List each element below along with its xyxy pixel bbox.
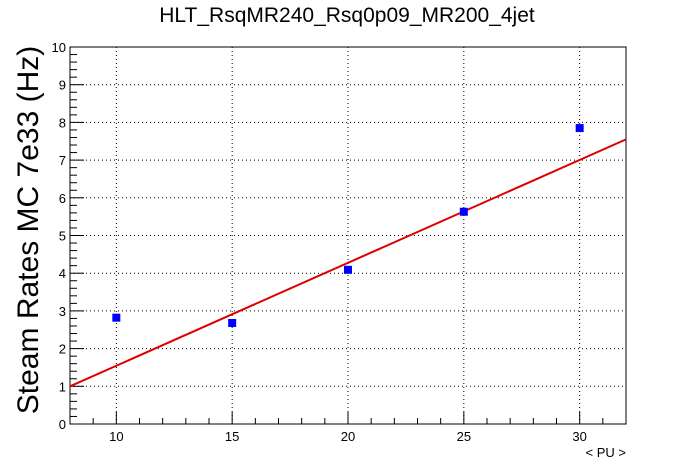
y-tick-label: 6 xyxy=(59,191,66,206)
x-tick-label: 25 xyxy=(457,429,471,444)
data-point xyxy=(575,124,584,133)
fit-line-layer xyxy=(69,138,627,388)
y-tick-label: 2 xyxy=(59,342,66,357)
y-tick-label: 1 xyxy=(59,379,66,394)
y-tick-label: 10 xyxy=(52,40,66,55)
data-point xyxy=(112,313,121,322)
x-tick-label: 15 xyxy=(225,429,239,444)
data-point xyxy=(228,318,237,327)
data-point xyxy=(344,265,352,274)
y-tick-label: 5 xyxy=(59,229,66,244)
x-tick-label: 20 xyxy=(341,429,355,444)
y-tick-label: 9 xyxy=(59,78,66,93)
grid-lines xyxy=(70,47,626,424)
y-tick-label: 0 xyxy=(59,417,66,432)
y-tick-label: 3 xyxy=(59,304,66,319)
y-tick-label: 8 xyxy=(59,115,66,130)
chart-title: HLT_RsqMR240_Rsq0p09_MR200_4jet xyxy=(159,4,535,27)
data-point xyxy=(459,207,468,216)
x-axis-label: < PU > xyxy=(586,445,626,460)
y-tick-label: 7 xyxy=(59,153,66,168)
data-points xyxy=(112,124,584,327)
axes: 0 1 2 3 4 5 6 7 8 9 10 10 15 20 25 30 xyxy=(52,40,627,444)
x-tick-label: 10 xyxy=(109,429,123,444)
x-tick-label: 30 xyxy=(572,429,586,444)
y-tick-label: 4 xyxy=(59,266,66,281)
y-axis-label: Steam Rates MC 7e33 (Hz) xyxy=(12,46,45,414)
fit-line xyxy=(69,138,627,388)
